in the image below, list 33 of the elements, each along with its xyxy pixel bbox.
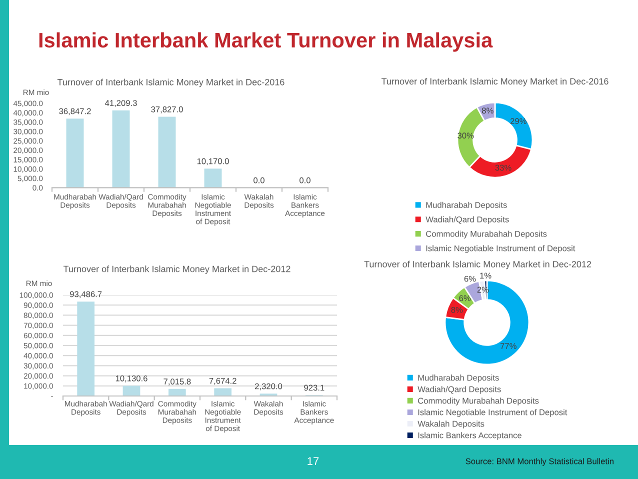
data-label: 93,486.7 <box>70 291 102 298</box>
data-label: 77% <box>500 343 516 349</box>
chart-title: Turnover of Interbank Islamic Money Market in Dec-2012 <box>63 266 290 274</box>
data-label: 2,320.0 <box>255 383 282 390</box>
chart-title: Turnover of Interbank Islamic Money Market in Dec-2016 <box>381 78 608 86</box>
legend-label: Mudharabah Deposits <box>418 374 499 382</box>
text: Islamic Interbank Market Turnover in Malaysia <box>39 32 493 52</box>
data-label: 8% <box>451 306 463 313</box>
data-label: 0.0 <box>300 177 310 184</box>
data-label: 29% <box>510 118 526 124</box>
data-label: 1% <box>480 272 492 279</box>
data-label: 7,674.2 <box>209 378 236 385</box>
data-label: 33% <box>495 164 512 171</box>
data-label: 7,015.8 <box>164 378 191 386</box>
data-label: 10,170.0 <box>197 158 229 166</box>
data-label: 6% <box>464 276 476 282</box>
data-label: 41,209.3 <box>104 100 137 107</box>
data-label: 8% <box>482 108 494 114</box>
chart-title: Turnover of Interbank Islamic Money Market in Dec-2016 <box>57 78 284 88</box>
legend-label: Islamic Negotiable Instrument of Deposit <box>426 245 576 253</box>
data-label: 36,847.2 <box>59 108 91 116</box>
data-label: 0.0 <box>254 177 264 184</box>
source-note: Source: BNM Monthly Statistical Bulletin <box>466 458 614 466</box>
text: 17 <box>308 457 319 465</box>
chart-title: Turnover of Interbank Islamic Money Market in Dec-2012 <box>364 260 592 270</box>
legend-label: Islamic Bankers Acceptance <box>418 432 522 440</box>
legend-label: Wadiah/Qard Deposits <box>426 216 509 224</box>
data-label: 37,827.0 <box>151 106 183 114</box>
data-label: 10,130.6 <box>116 375 148 382</box>
legend-label: Commodity Murabahah Deposits <box>426 230 547 238</box>
data-label: 6% <box>459 295 471 302</box>
data-label: 923.1 <box>304 384 324 391</box>
legend-label: Wadiah/Qard Deposits <box>418 386 501 394</box>
